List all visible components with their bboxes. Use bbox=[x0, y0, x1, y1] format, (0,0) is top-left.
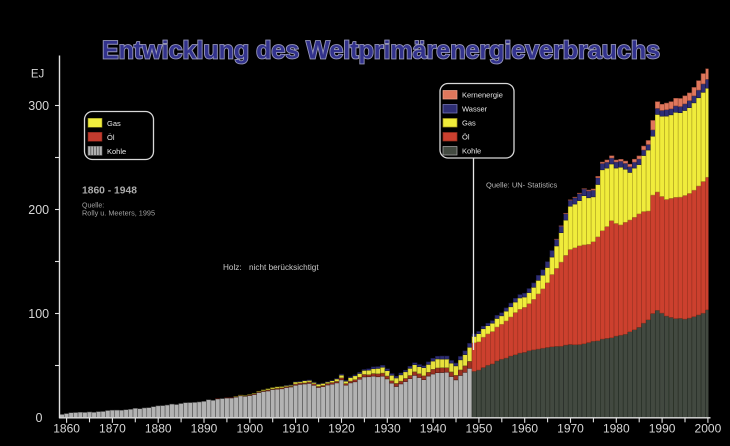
svg-text:1890: 1890 bbox=[191, 422, 218, 436]
svg-text:Holz:: Holz: bbox=[223, 263, 242, 272]
svg-text:1940: 1940 bbox=[420, 422, 447, 436]
svg-text:Kohle: Kohle bbox=[462, 147, 481, 156]
svg-text:Entwicklung des Weltprimärener: Entwicklung des Weltprimärenergieverbrau… bbox=[102, 37, 660, 65]
svg-text:1950: 1950 bbox=[466, 422, 493, 436]
svg-text:100: 100 bbox=[28, 307, 49, 321]
svg-text:1970: 1970 bbox=[557, 422, 584, 436]
svg-text:1860: 1860 bbox=[53, 422, 80, 436]
svg-text:200: 200 bbox=[28, 203, 49, 217]
svg-text:1990: 1990 bbox=[649, 422, 676, 436]
svg-text:300: 300 bbox=[28, 99, 49, 113]
svg-text:1920: 1920 bbox=[328, 422, 355, 436]
svg-text:Quelle: UN- Statistics: Quelle: UN- Statistics bbox=[486, 181, 558, 190]
svg-text:Öl: Öl bbox=[107, 133, 115, 142]
svg-text:1870: 1870 bbox=[99, 422, 126, 436]
svg-text:EJ: EJ bbox=[31, 69, 44, 81]
svg-text:nicht berücksichtigt: nicht berücksichtigt bbox=[249, 263, 319, 272]
svg-text:1980: 1980 bbox=[603, 422, 630, 436]
svg-text:Kohle: Kohle bbox=[107, 147, 126, 156]
svg-text:1910: 1910 bbox=[282, 422, 309, 436]
svg-text:0: 0 bbox=[36, 411, 43, 425]
svg-text:1900: 1900 bbox=[236, 422, 263, 436]
svg-text:1880: 1880 bbox=[145, 422, 172, 436]
svg-text:1860 - 1948: 1860 - 1948 bbox=[82, 186, 137, 197]
svg-text:1960: 1960 bbox=[511, 422, 538, 436]
svg-text:Rolly u. Meeters, 1995: Rolly u. Meeters, 1995 bbox=[82, 209, 155, 218]
svg-text:Wasser: Wasser bbox=[462, 105, 488, 114]
svg-text:1930: 1930 bbox=[374, 422, 401, 436]
svg-text:Gas: Gas bbox=[462, 119, 476, 128]
svg-text:Gas: Gas bbox=[107, 119, 121, 128]
svg-text:Kernenergie: Kernenergie bbox=[462, 91, 503, 100]
svg-text:2000: 2000 bbox=[695, 422, 722, 436]
svg-text:Öl: Öl bbox=[462, 133, 470, 142]
